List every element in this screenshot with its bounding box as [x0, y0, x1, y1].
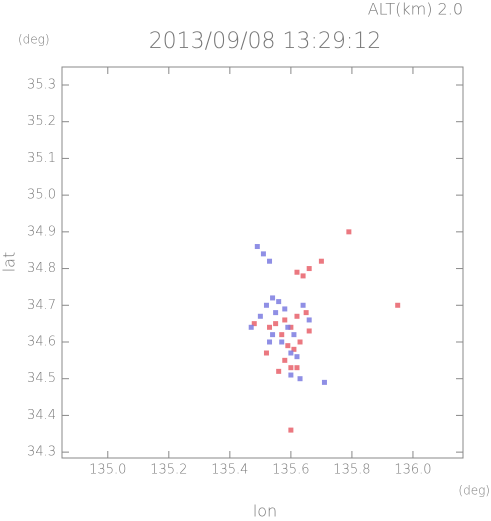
data-point: [276, 299, 282, 305]
data-point: [260, 251, 266, 257]
data-point: [279, 332, 285, 338]
data-point: [294, 269, 300, 275]
data-point: [294, 365, 300, 371]
data-point: [273, 310, 279, 316]
data-point: [306, 328, 312, 334]
data-point: [288, 365, 294, 371]
data-point: [294, 313, 300, 319]
data-point: [254, 244, 260, 250]
y-tick-label: 35.2: [27, 114, 56, 129]
data-point: [288, 350, 294, 356]
data-point: [288, 372, 294, 378]
y-tick-label: 35.0: [27, 188, 56, 203]
data-point: [251, 321, 257, 327]
data-point: [288, 324, 294, 330]
data-point: [321, 379, 327, 385]
data-point: [346, 229, 352, 235]
data-point: [303, 310, 309, 316]
data-point: [291, 332, 297, 338]
x-axis-label: lon: [253, 502, 277, 521]
x-tick-label: 135.2: [150, 463, 187, 478]
data-point: [263, 302, 269, 308]
data-point: [282, 317, 288, 323]
data-point: [279, 339, 285, 345]
data-point: [257, 313, 263, 319]
data-point: [267, 339, 273, 345]
y-tick-label: 35.3: [27, 77, 56, 92]
data-point: [306, 266, 312, 272]
data-point: [300, 302, 306, 308]
data-point: [282, 357, 288, 363]
y-tick-label: 35.1: [27, 151, 56, 166]
data-point: [291, 346, 297, 352]
data-point: [263, 350, 269, 356]
y-axis-label: lat: [0, 252, 19, 273]
x-tick-label: 135.6: [272, 463, 309, 478]
data-point: [318, 258, 324, 264]
data-point: [270, 295, 276, 301]
chart-title: 2013/09/08 13:29:12: [149, 29, 382, 54]
data-point: [276, 368, 282, 374]
data-point: [300, 273, 306, 279]
x-tick-label: 135.4: [211, 463, 248, 478]
y-tick-label: 34.7: [27, 298, 56, 313]
data-point: [395, 302, 401, 308]
x-tick-label: 135.0: [89, 463, 126, 478]
x-tick-label: 136.0: [394, 463, 431, 478]
altitude-label: ALT(km) 2.0: [368, 0, 463, 19]
data-point: [270, 332, 276, 338]
data-point: [294, 354, 300, 360]
data-point: [273, 321, 279, 327]
y-unit: (deg): [18, 33, 50, 47]
x-unit: (deg): [458, 484, 490, 498]
y-tick-label: 34.4: [27, 408, 56, 423]
y-tick-label: 34.9: [27, 224, 56, 239]
y-tick-label: 34.5: [27, 371, 56, 386]
y-tick-label: 34.8: [27, 261, 56, 276]
data-point: [288, 427, 294, 433]
data-point: [285, 324, 291, 330]
data-point: [267, 258, 273, 264]
plot-frame: [61, 66, 464, 459]
data-point: [297, 376, 303, 382]
data-point: [267, 324, 273, 330]
data-point: [282, 306, 288, 312]
y-tick-label: 34.3: [27, 445, 56, 460]
x-tick-label: 135.8: [333, 463, 370, 478]
data-point: [297, 339, 303, 345]
data-point: [248, 324, 254, 330]
data-point: [285, 343, 291, 349]
data-point: [306, 317, 312, 323]
y-tick-label: 34.6: [27, 334, 56, 349]
